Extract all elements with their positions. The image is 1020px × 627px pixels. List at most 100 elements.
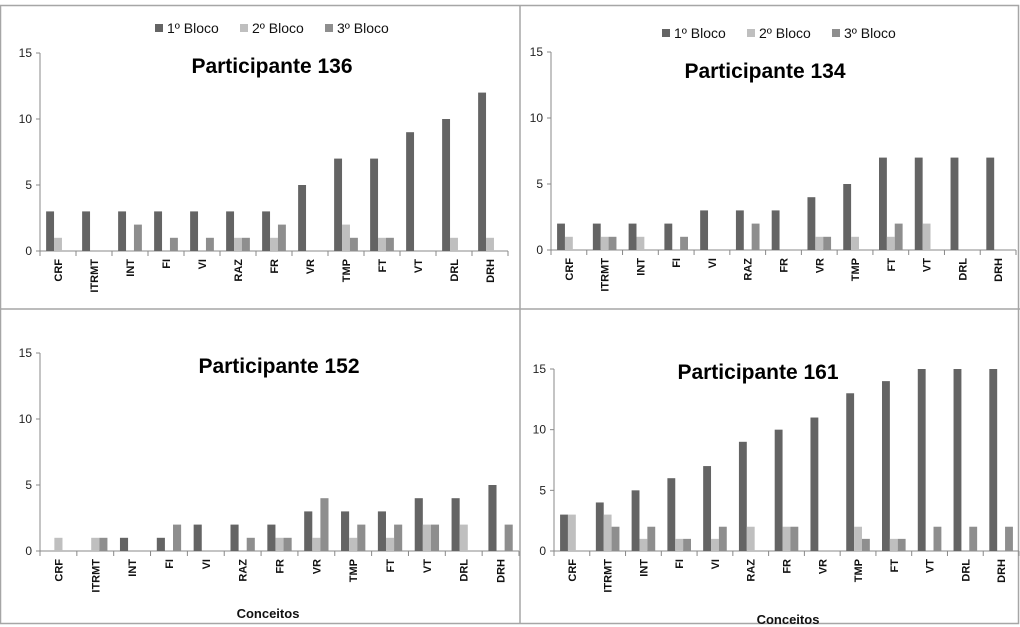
bar-fr-series-3 bbox=[790, 526, 799, 551]
bar-vt-series-1 bbox=[406, 132, 415, 251]
bar-raz-series-3 bbox=[241, 237, 250, 251]
bar-vi-series-1 bbox=[700, 210, 709, 250]
bar-raz-series-2 bbox=[234, 237, 242, 251]
bar-fi-series-3 bbox=[683, 538, 691, 551]
bar-tmp-series-2 bbox=[342, 224, 350, 251]
chart-panel-3: 0 5 10 15 CRF ITRMT INT FI VI RAZ FR VR TMP FT VT DRL DR… bbox=[19, 346, 520, 621]
bar-ft-series-2 bbox=[886, 236, 895, 250]
bar-vi-series-1 bbox=[193, 524, 202, 551]
category-label: FI bbox=[671, 258, 683, 268]
panel-title: Participante 136 bbox=[191, 55, 352, 78]
bar-tmp-series-2 bbox=[854, 526, 862, 551]
legend-swatch bbox=[832, 29, 840, 37]
bar-ft-series-2 bbox=[385, 537, 395, 551]
bar-int-series-1 bbox=[628, 223, 637, 250]
category-label: RAZ bbox=[743, 258, 755, 281]
bar-vt-series-3 bbox=[430, 524, 440, 551]
bar-ft-series-3 bbox=[894, 223, 903, 250]
y-tick-label: 0 bbox=[25, 544, 32, 558]
category-label: FT bbox=[377, 259, 389, 273]
category-label: VR bbox=[814, 258, 826, 273]
y-tick-label: 0 bbox=[539, 544, 546, 558]
bar-tmp-series-3 bbox=[861, 538, 870, 551]
category-label: DRH bbox=[496, 559, 508, 583]
bar-fi-series-1 bbox=[667, 478, 676, 551]
category-label: FT bbox=[886, 258, 898, 272]
category-label: VT bbox=[422, 559, 434, 573]
bar-tmp-series-1 bbox=[334, 158, 343, 251]
category-label: VT bbox=[925, 559, 937, 573]
category-label: ITRMT bbox=[89, 259, 101, 293]
category-label: FR bbox=[275, 559, 287, 574]
category-label: INT bbox=[638, 559, 650, 577]
bar-raz-series-1 bbox=[738, 441, 747, 551]
bar-vt-series-1 bbox=[414, 498, 423, 551]
bar-drh-series-3 bbox=[1005, 526, 1013, 551]
legend-item-label: 1º Bloco bbox=[167, 20, 219, 36]
bar-int-series-2 bbox=[639, 538, 648, 551]
bar-tmp-series-1 bbox=[341, 511, 350, 551]
bar-crf-series-2 bbox=[54, 237, 62, 251]
bar-tmp-series-3 bbox=[357, 524, 366, 551]
category-label: DRL bbox=[960, 559, 972, 582]
y-tick-label: 15 bbox=[19, 346, 33, 360]
category-label: TMP bbox=[850, 258, 862, 281]
y-tick-label: 15 bbox=[530, 45, 544, 59]
legend-swatch bbox=[240, 24, 248, 32]
bar-ft-series-1 bbox=[377, 511, 386, 551]
category-label: VT bbox=[922, 258, 934, 272]
bar-int-series-1 bbox=[631, 490, 640, 551]
chart-panel-1: 0 5 10 15 CRF ITRMT INT FI VI RAZ FR VR TMP FT VT DRL DR… bbox=[19, 20, 509, 293]
bar-vt-series-3 bbox=[933, 526, 942, 551]
bar-vr-series-2 bbox=[312, 537, 321, 551]
category-label: FT bbox=[385, 559, 397, 573]
legend-swatch bbox=[155, 24, 163, 32]
bar-int-series-3 bbox=[647, 526, 656, 551]
bar-ft-series-1 bbox=[879, 157, 887, 250]
category-label: DRL bbox=[459, 559, 471, 582]
bar-raz-series-1 bbox=[230, 524, 239, 551]
bar-drl-series-1 bbox=[442, 119, 451, 251]
category-label: ITRMT bbox=[90, 559, 102, 593]
bar-vr-series-1 bbox=[304, 511, 313, 551]
bar-drh-series-1 bbox=[986, 157, 995, 250]
bar-tmp-series-2 bbox=[349, 537, 358, 551]
bar-tmp-series-2 bbox=[851, 236, 859, 250]
bar-crf-series-2 bbox=[54, 537, 63, 551]
bar-fr-series-2 bbox=[275, 537, 284, 551]
y-tick-label: 10 bbox=[19, 112, 33, 126]
bar-fr-series-1 bbox=[262, 211, 271, 251]
y-tick-label: 0 bbox=[25, 244, 32, 258]
bar-vi-series-1 bbox=[190, 211, 199, 251]
category-label: FR bbox=[779, 258, 791, 273]
bar-vt-series-1 bbox=[914, 157, 923, 250]
bar-drl-series-1 bbox=[950, 157, 959, 250]
y-tick-label: 0 bbox=[536, 243, 543, 257]
category-label: DRL bbox=[957, 258, 969, 281]
bar-itrmt-series-2 bbox=[91, 537, 100, 551]
bar-vt-series-2 bbox=[422, 524, 431, 551]
y-tick-label: 5 bbox=[539, 483, 546, 497]
category-label: FT bbox=[889, 559, 901, 573]
bar-fi-series-1 bbox=[156, 537, 165, 551]
category-label: INT bbox=[635, 258, 647, 276]
bar-fr-series-2 bbox=[270, 237, 278, 251]
bar-tmp-series-3 bbox=[349, 237, 358, 251]
bar-vt-series-2 bbox=[922, 223, 931, 250]
category-label: CRF bbox=[53, 559, 65, 582]
bar-drh-series-1 bbox=[488, 485, 497, 551]
bar-itrmt-series-1 bbox=[592, 223, 601, 250]
category-label: DRL bbox=[449, 259, 461, 282]
y-tick-label: 10 bbox=[533, 423, 547, 437]
bar-raz-series-1 bbox=[226, 211, 235, 251]
legend: 1º Bloco 2º Bloco 3º Bloco bbox=[155, 20, 389, 36]
panel-title: Participante 161 bbox=[677, 361, 838, 384]
bar-fr-series-1 bbox=[771, 210, 780, 250]
x-axis-title: Conceitos bbox=[237, 606, 300, 621]
category-label: VI bbox=[710, 559, 722, 569]
category-label: DRH bbox=[485, 259, 497, 283]
category-label: VI bbox=[197, 259, 209, 269]
bar-vi-series-2 bbox=[711, 538, 719, 551]
bar-fr-series-2 bbox=[782, 526, 791, 551]
